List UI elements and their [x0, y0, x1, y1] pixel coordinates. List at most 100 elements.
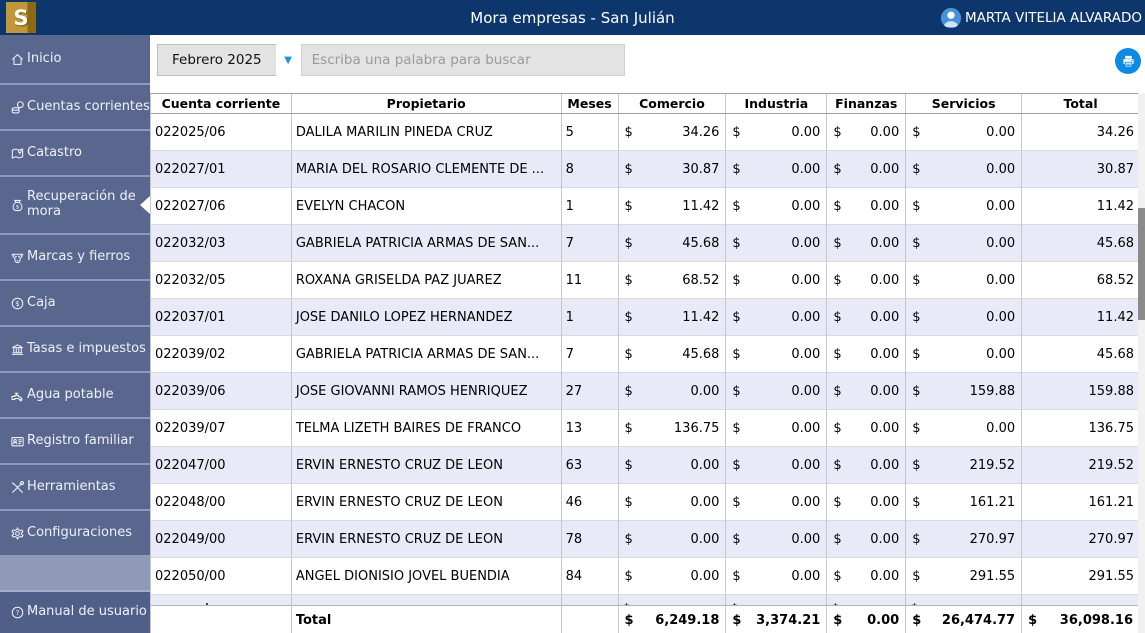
scrollbar[interactable] [1138, 93, 1145, 633]
cell-meses: 5 [561, 114, 619, 151]
sidebar-item-agua-potable[interactable]: Agua potable [0, 373, 150, 419]
cell-total: 291.55 [1022, 558, 1139, 595]
cell-total: 159.88 [1022, 373, 1139, 410]
table-row[interactable]: 022037/01 JOSE DANILO LOPEZ HERNANDEZ 1 $11… [151, 299, 1139, 336]
cell-meses: 1 [561, 299, 619, 336]
money-bag-icon: $ [8, 197, 26, 214]
search-input[interactable] [300, 44, 625, 76]
cell-total: 11.42 [1022, 299, 1139, 336]
cell-comercio: $0.00 [618, 558, 727, 595]
total-cell-servicios: $26,474.77 [906, 606, 1023, 633]
column-header-total[interactable]: Total [1063, 96, 1098, 111]
map-icon [8, 145, 26, 162]
period-select-value: Febrero 2025 [157, 44, 276, 76]
sidebar-item-label: Herramientas [27, 478, 116, 494]
column-header-cuenta-corriente[interactable]: Cuenta corriente [151, 94, 292, 113]
table-row[interactable]: 022047/00 ERVIN ERNESTO CRUZ DE LEON 63 $0.… [151, 447, 1139, 484]
cell-comercio: $30.87 [618, 151, 727, 188]
sidebar-item-manual-de-usuario[interactable]: ? Manual de usuario [0, 592, 150, 633]
cell-meses: 46 [561, 484, 619, 521]
cell-meses: 7 [561, 336, 619, 373]
cell-servicios: $0.00 [906, 151, 1023, 188]
cell-propietario: MARIA DEL ROSARIO CLEMENTE DE ... [291, 151, 562, 188]
cell-servicios: $0.00 [906, 188, 1023, 225]
table-row[interactable]: 022039/02 GABRIELA PATRICIA ARMAS DE SAN.… [151, 336, 1139, 373]
column-header-servicios[interactable]: Servicios [906, 94, 1023, 113]
cell-comercio: $34.26 [618, 114, 727, 151]
cell-propietario: JOSE GIOVANNI RAMOS HENRIQUEZ [291, 373, 562, 410]
gear-icon [8, 525, 26, 542]
column-header-comercio[interactable]: Comercio [619, 94, 727, 113]
cell-finanzas: $0.00 [827, 447, 907, 484]
cell-servicios: $0.00 [906, 299, 1023, 336]
table-row[interactable]: 022049/00 ERVIN ERNESTO CRUZ DE LEON 78 $0.… [151, 521, 1139, 558]
sidebar-item-cuentas-corrientes[interactable]: Cuentas corrientes [0, 85, 150, 131]
scrollbar-thumb[interactable] [1138, 208, 1145, 320]
user-menu[interactable]: MARTA VITELIA ALVARADO [940, 0, 1142, 35]
sidebar-item-marcas-y-fierros[interactable]: Marcas y fierros [0, 235, 150, 281]
sidebar-item-recuperacion-de-mora[interactable]: $ Recuperación de mora [0, 177, 150, 235]
cell-servicios: $0.00 [906, 336, 1023, 373]
column-header-finanzas[interactable]: Finanzas [827, 94, 907, 113]
column-header-meses[interactable]: Meses [562, 94, 619, 113]
sidebar-item-tasas-e-impuestos[interactable]: Tasas e impuestos [0, 327, 150, 373]
table-row[interactable]: 022039/07 TELMA LIZETH BAIRES DE FRANCO 13… [151, 410, 1139, 447]
cell-cuenta: 022025/06 [151, 114, 292, 151]
print-button[interactable] [1115, 48, 1141, 74]
page-title: Mora empresas - San Julián [470, 8, 675, 27]
period-select[interactable]: Febrero 2025 ▼ [157, 44, 301, 76]
main-content: Febrero 2025 ▼ Cuenta corriente Propieta… [150, 35, 1145, 633]
cell-propietario: TELMA LIZETH BAIRES DE FRANCO [291, 410, 562, 447]
sidebar-item-catastro[interactable]: Catastro [0, 131, 150, 177]
cell-servicios: $0.00 [906, 410, 1023, 447]
table-row[interactable]: 022027/01 MARIA DEL ROSARIO CLEMENTE DE .… [151, 151, 1139, 188]
table-row[interactable]: 022025/06 DALILA MARILIN PINEDA CRUZ 5 $34.… [151, 114, 1139, 151]
svg-text:$: $ [15, 204, 19, 210]
cell-cuenta: 022048/00 [151, 484, 292, 521]
cell-total: 161.21 [1022, 484, 1139, 521]
total-cell-comercio: $6,249.18 [619, 606, 727, 633]
cell-finanzas: $0.00 [827, 151, 907, 188]
sidebar-item-configuraciones[interactable]: Configuraciones [0, 511, 150, 557]
sidebar-item-label: Marcas y fierros [27, 248, 131, 264]
column-header-propietario[interactable]: Propietario [292, 94, 562, 113]
table-row[interactable]: 022032/05 ROXANA GRISELDA PAZ JUAREZ 11 $68… [151, 262, 1139, 299]
cell-total: 136.75 [1022, 410, 1139, 447]
table-row[interactable]: 022039/06 JOSE GIOVANNI RAMOS HENRIQUEZ 27… [151, 373, 1139, 410]
cell-meses: 1 [561, 188, 619, 225]
column-header-industria[interactable]: Industria [726, 94, 828, 113]
table-row[interactable]: 022050/00 ANGEL DIONISIO JOVEL BUENDIA 84 $… [151, 558, 1139, 595]
sidebar-item-inicio[interactable]: Inicio [0, 35, 150, 85]
table-row[interactable]: 022048/00 ERVIN ERNESTO CRUZ DE LEON 46 $0.… [151, 484, 1139, 521]
user-name: MARTA VITELIA ALVARADO [965, 9, 1142, 26]
total-row: Total $6,249.18 $3,374.21 $0.00 $26,474.… [151, 605, 1139, 633]
cell-total: 45.68 [1022, 225, 1139, 262]
chevron-down-icon: ▼ [275, 44, 301, 76]
cell-servicios: $159.88 [906, 373, 1023, 410]
cell-finanzas: $0.00 [827, 484, 907, 521]
cell-industria: $0.00 [726, 558, 828, 595]
total-cell-total: $36,098.16 [1028, 612, 1133, 628]
cell-industria: $0.00 [726, 225, 828, 262]
table-row[interactable]: 022027/06 EVELYN CHACON 1 $11.42 $0.00 $0.00 $… [151, 188, 1139, 225]
printer-icon [1122, 55, 1134, 67]
cell-comercio: $0.00 [618, 447, 727, 484]
sidebar-item-caja[interactable]: $ Caja [0, 281, 150, 327]
cell-propietario: DALILA MARILIN PINEDA CRUZ [291, 114, 562, 151]
cell-servicios: $0.00 [906, 114, 1023, 151]
sidebar-item-registro-familiar[interactable]: Registro familiar [0, 419, 150, 465]
app-logo[interactable]: S [6, 2, 36, 33]
sidebar-item-label: Recuperación de mora [27, 189, 136, 219]
cell-cuenta: 022039/02 [151, 336, 292, 373]
total-cell-finanzas: $0.00 [827, 606, 907, 633]
cell-comercio: $136.75 [618, 410, 727, 447]
sidebar-item-herramientas[interactable]: Herramientas [0, 465, 150, 511]
cell-industria: $0.00 [726, 336, 828, 373]
table-row[interactable]: 022032/03 GABRIELA PATRICIA ARMAS DE SAN.… [151, 225, 1139, 262]
cell-cuenta: 022047/00 [151, 447, 292, 484]
cell-propietario: EVELYN CHACON [291, 188, 562, 225]
cell-cuenta: 022032/03 [151, 225, 292, 262]
cell-propietario: GABRIELA PATRICIA ARMAS DE SAN... [291, 336, 562, 373]
cell-meses: 7 [561, 225, 619, 262]
sidebar-item-label: Configuraciones [27, 524, 132, 540]
